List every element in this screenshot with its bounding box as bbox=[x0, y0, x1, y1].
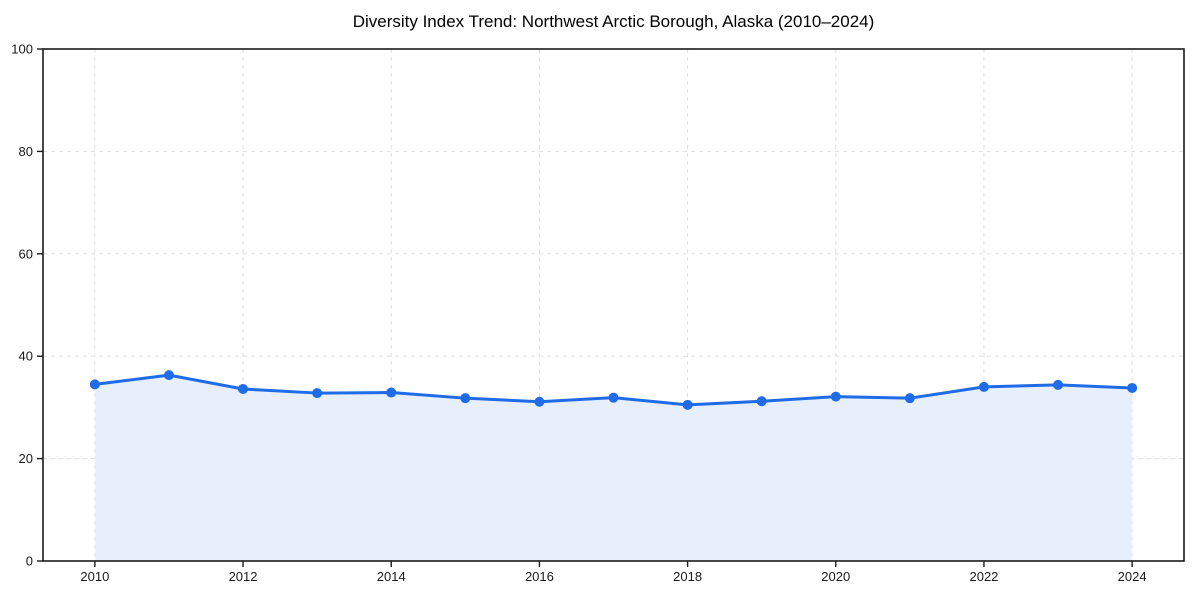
area-fill bbox=[94, 375, 1133, 561]
data-point bbox=[163, 370, 174, 381]
x-tick-label: 2018 bbox=[673, 569, 702, 584]
x-tick-label: 2012 bbox=[229, 569, 258, 584]
y-tick-label: 0 bbox=[26, 554, 33, 569]
data-point bbox=[534, 396, 545, 407]
data-point bbox=[756, 396, 767, 407]
y-tick-label: 20 bbox=[19, 451, 33, 466]
plot-border bbox=[42, 48, 1185, 562]
data-point bbox=[89, 379, 100, 390]
data-point bbox=[312, 388, 323, 399]
x-tick-label: 2024 bbox=[1118, 569, 1147, 584]
x-tick-label: 2014 bbox=[377, 569, 406, 584]
data-point bbox=[238, 383, 249, 394]
data-point bbox=[460, 393, 471, 404]
data-point bbox=[904, 393, 915, 404]
x-tick-label: 2022 bbox=[969, 569, 998, 584]
y-tick-label: 100 bbox=[11, 42, 33, 57]
y-tick-label: 60 bbox=[19, 246, 33, 261]
data-point bbox=[1127, 382, 1138, 393]
data-point bbox=[608, 392, 619, 403]
data-point bbox=[978, 381, 989, 392]
data-point bbox=[830, 391, 841, 402]
y-tick-label: 40 bbox=[19, 349, 33, 364]
x-tick-label: 2020 bbox=[821, 569, 850, 584]
data-point bbox=[682, 399, 693, 410]
data-point bbox=[1053, 379, 1064, 390]
y-tick-label: 80 bbox=[19, 144, 33, 159]
x-tick-label: 2010 bbox=[80, 569, 109, 584]
chart-title: Diversity Index Trend: Northwest Arctic … bbox=[352, 12, 875, 31]
data-point bbox=[386, 387, 397, 398]
x-tick-label: 2016 bbox=[525, 569, 554, 584]
